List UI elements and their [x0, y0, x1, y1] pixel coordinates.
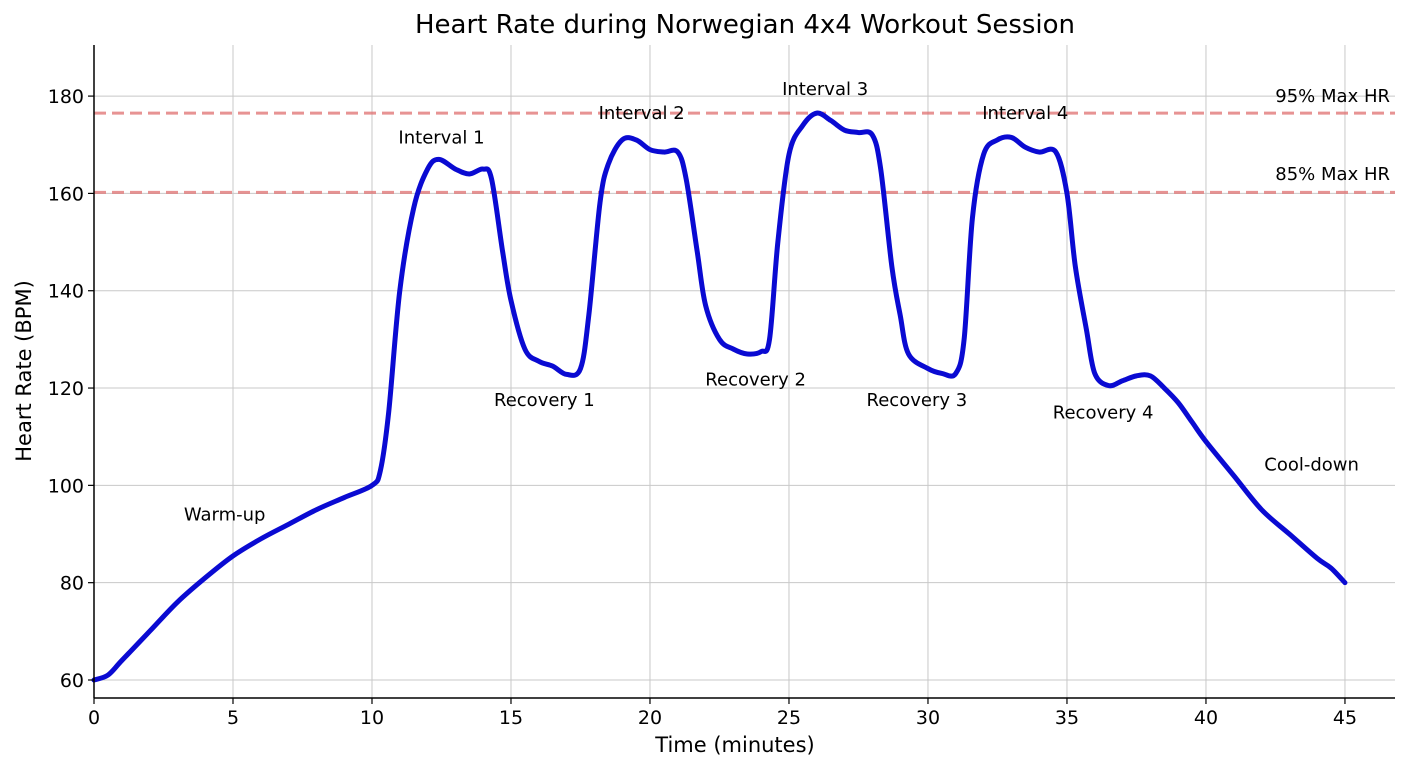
annotation-label: Recovery 4 — [1053, 402, 1154, 423]
axes: 0 5 10 15 20 25 30 35 40 45 60 80 100 120 140 160 180 — [48, 45, 1395, 729]
annotation-label: Cool-down — [1264, 454, 1359, 475]
y-tick-label: 180 — [48, 86, 84, 108]
annotation-label: Interval 1 — [398, 127, 484, 148]
x-tick-label: 10 — [360, 707, 384, 729]
reference-lines: 95% Max HR 85% Max HR — [94, 86, 1395, 194]
reference-line-label: 95% Max HR — [1275, 86, 1390, 107]
y-tick-label: 80 — [60, 573, 84, 595]
x-tick-label: 35 — [1055, 707, 1079, 729]
annotation-label: Recovery 2 — [705, 369, 806, 390]
reference-line-label: 85% Max HR — [1275, 164, 1390, 185]
y-tick-label: 120 — [48, 378, 84, 400]
x-tick-label: 40 — [1194, 707, 1218, 729]
y-tick-label: 140 — [48, 281, 84, 303]
series — [91, 110, 1348, 683]
chart-title: Heart Rate during Norwegian 4x4 Workout … — [415, 10, 1075, 40]
y-tick-label: 100 — [48, 475, 84, 497]
y-tick-label: 60 — [60, 670, 84, 692]
heart-rate-line — [91, 110, 1348, 683]
annotations: Warm-up Interval 1 Interval 2 Interval 3 Int… — [184, 79, 1359, 526]
annotation-label: Recovery 3 — [867, 390, 968, 411]
x-axis-label: Time (minutes) — [654, 733, 814, 757]
y-tick-label: 160 — [48, 183, 84, 205]
x-tick-label: 5 — [227, 707, 239, 729]
annotation-label: Interval 3 — [782, 79, 868, 100]
y-axis-label: Heart Rate (BPM) — [12, 280, 36, 462]
annotation-label: Interval 4 — [982, 103, 1068, 124]
annotation-label: Warm-up — [184, 505, 266, 526]
x-tick-label: 15 — [499, 707, 523, 729]
x-tick-label: 0 — [88, 707, 100, 729]
annotation-label: Interval 2 — [599, 103, 685, 124]
x-tick-label: 25 — [777, 707, 801, 729]
x-tick-label: 20 — [638, 707, 662, 729]
annotation-label: Recovery 1 — [494, 390, 595, 411]
x-tick-label: 30 — [916, 707, 940, 729]
x-tick-label: 45 — [1333, 707, 1357, 729]
